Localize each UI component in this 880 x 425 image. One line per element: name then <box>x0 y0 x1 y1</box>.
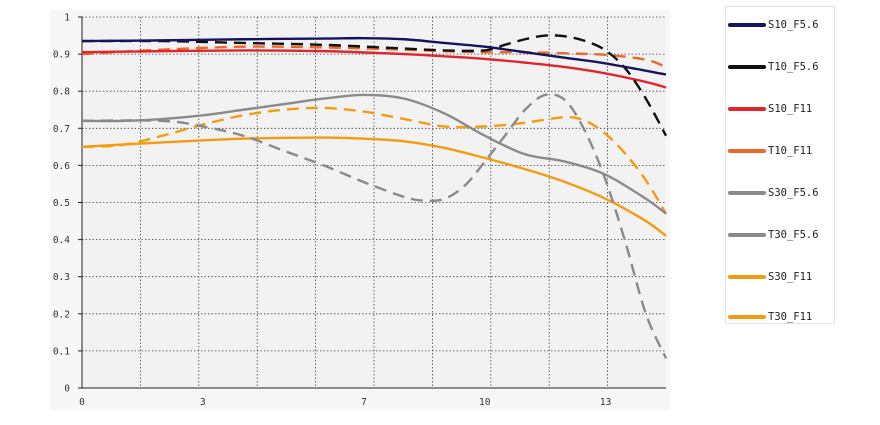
legend-item-t30-f5-6: T30_F5.6 <box>728 225 819 245</box>
legend-item-t30-f11: T30_F11 <box>728 307 812 327</box>
y-tick-label: 1 <box>64 13 70 24</box>
y-tick-label: 0.4 <box>53 235 70 246</box>
legend-swatch <box>728 315 766 319</box>
legend-label: T30_F5.6 <box>768 229 819 241</box>
series-line-t10-f5-6 <box>81 34 668 137</box>
y-tick-label: 0.6 <box>53 161 70 172</box>
x-tick-label: 13 <box>600 397 611 408</box>
y-tick-label: 0.8 <box>53 87 70 98</box>
legend-label: S30_F5.6 <box>768 187 819 199</box>
y-tick-label: 0.5 <box>53 198 70 209</box>
y-tick-label: 0.9 <box>53 50 70 61</box>
legend-swatch <box>728 107 766 111</box>
legend-swatch <box>728 191 766 195</box>
legend-item-s30-f11: S30_F11 <box>728 267 812 287</box>
series-line-s30-f5-6 <box>81 93 667 215</box>
legend-item-s10-f11: S10_F11 <box>728 99 812 119</box>
legend-swatch <box>728 149 766 153</box>
x-tick-label: 3 <box>200 397 206 408</box>
legend-item-s10-f5-6: S10_F5.6 <box>728 15 819 35</box>
x-tick-label: 0 <box>79 397 85 408</box>
y-tick-label: 0.3 <box>53 272 70 283</box>
series-line-s30-f11 <box>81 136 667 237</box>
legend-label: S30_F11 <box>768 271 813 283</box>
y-tick-label: 0.2 <box>53 309 70 320</box>
x-tick-label: 10 <box>479 397 491 408</box>
y-tick-label: 0.1 <box>53 346 70 357</box>
legend-swatch <box>728 275 766 279</box>
legend-swatch <box>728 23 766 27</box>
chart-legend: S10_F5.6 T10_F5.6 S10_F11 T10_F11 S30_F5.6 T3… <box>725 6 835 324</box>
legend-swatch <box>728 233 766 237</box>
x-tick-label: 7 <box>361 397 367 408</box>
legend-swatch <box>728 65 766 69</box>
y-tick-label: 0.7 <box>53 124 70 135</box>
legend-label: T10_F11 <box>768 145 813 157</box>
legend-label: T30_F11 <box>768 311 813 323</box>
legend-label: S10_F5.6 <box>768 19 819 31</box>
legend-label: T10_F5.6 <box>768 61 819 73</box>
series-line-s10-f11 <box>81 49 667 89</box>
series-line-s10-f5-6 <box>81 36 667 76</box>
legend-item-t10-f11: T10_F11 <box>728 141 812 161</box>
legend-item-s30-f5-6: S30_F5.6 <box>728 183 819 203</box>
y-tick-label: 0 <box>64 384 70 395</box>
legend-label: S10_F11 <box>768 103 813 115</box>
legend-item-t10-f5-6: T10_F5.6 <box>728 57 819 77</box>
